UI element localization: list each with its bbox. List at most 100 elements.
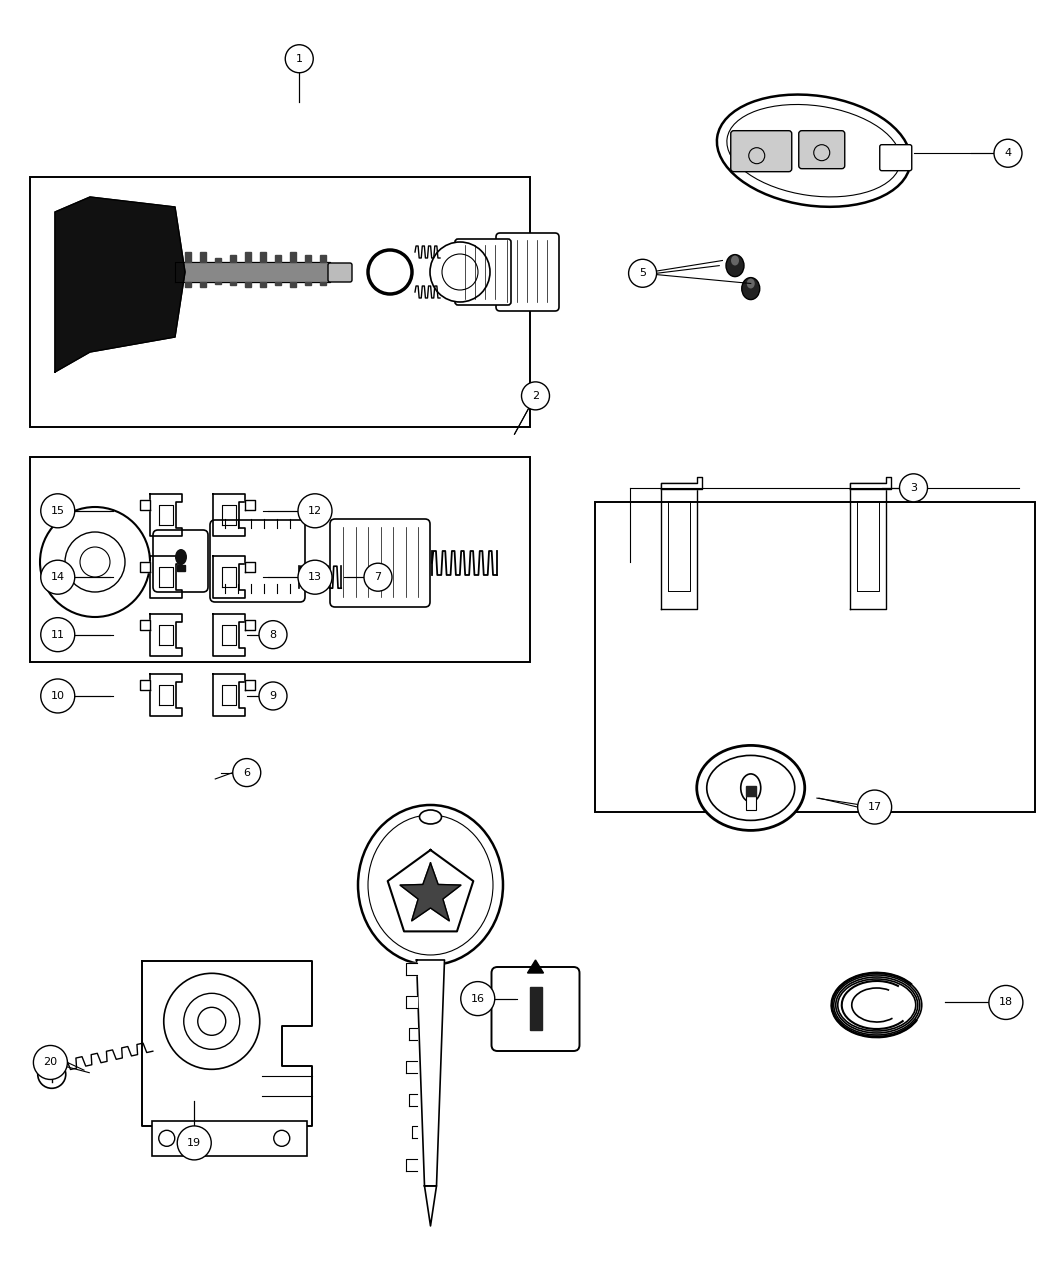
Polygon shape xyxy=(140,562,150,572)
Text: 2: 2 xyxy=(532,391,539,401)
FancyBboxPatch shape xyxy=(799,130,845,169)
Circle shape xyxy=(40,507,150,617)
Polygon shape xyxy=(140,499,150,510)
Circle shape xyxy=(286,45,313,73)
Polygon shape xyxy=(290,282,296,287)
Ellipse shape xyxy=(175,549,187,564)
Text: 14: 14 xyxy=(50,572,65,582)
Polygon shape xyxy=(529,987,542,1031)
Polygon shape xyxy=(320,258,326,262)
Circle shape xyxy=(41,561,75,594)
Polygon shape xyxy=(408,1028,417,1041)
Circle shape xyxy=(430,243,490,301)
Polygon shape xyxy=(140,619,150,630)
Text: 8: 8 xyxy=(270,630,276,640)
Polygon shape xyxy=(260,252,266,262)
Polygon shape xyxy=(417,960,444,1186)
Bar xyxy=(746,796,756,810)
Ellipse shape xyxy=(420,810,441,824)
Circle shape xyxy=(184,994,239,1050)
Text: 11: 11 xyxy=(50,630,65,640)
Circle shape xyxy=(629,259,656,287)
Polygon shape xyxy=(177,564,185,571)
Bar xyxy=(30,178,530,427)
Polygon shape xyxy=(387,850,474,931)
Circle shape xyxy=(522,382,549,410)
Text: 16: 16 xyxy=(470,994,485,1004)
Circle shape xyxy=(177,1126,211,1160)
Polygon shape xyxy=(405,996,417,1008)
Polygon shape xyxy=(230,255,236,262)
Text: 6: 6 xyxy=(244,767,250,778)
Polygon shape xyxy=(260,282,266,287)
FancyBboxPatch shape xyxy=(880,144,911,171)
Text: 15: 15 xyxy=(50,506,65,516)
Circle shape xyxy=(364,563,392,591)
Circle shape xyxy=(197,1008,226,1036)
Ellipse shape xyxy=(740,774,761,802)
Circle shape xyxy=(461,982,495,1015)
Polygon shape xyxy=(55,197,185,372)
Ellipse shape xyxy=(741,277,760,300)
Text: 3: 3 xyxy=(910,483,917,493)
Ellipse shape xyxy=(726,254,744,277)
Polygon shape xyxy=(245,562,255,572)
Bar xyxy=(152,1121,307,1156)
Text: 19: 19 xyxy=(187,1138,202,1148)
FancyBboxPatch shape xyxy=(496,232,559,312)
Text: 10: 10 xyxy=(50,691,65,701)
FancyBboxPatch shape xyxy=(210,520,304,601)
Polygon shape xyxy=(140,679,150,690)
Polygon shape xyxy=(185,255,191,262)
Circle shape xyxy=(989,986,1023,1019)
Ellipse shape xyxy=(717,94,910,207)
FancyBboxPatch shape xyxy=(328,263,352,282)
Text: 13: 13 xyxy=(308,572,322,582)
Ellipse shape xyxy=(731,255,739,266)
Text: 9: 9 xyxy=(270,691,276,701)
Polygon shape xyxy=(527,960,544,973)
Ellipse shape xyxy=(358,805,503,965)
Circle shape xyxy=(65,533,125,593)
Polygon shape xyxy=(275,282,281,287)
Circle shape xyxy=(259,682,287,710)
Polygon shape xyxy=(424,1186,437,1226)
Polygon shape xyxy=(290,252,296,262)
Polygon shape xyxy=(405,1061,417,1073)
Polygon shape xyxy=(400,863,461,921)
Ellipse shape xyxy=(707,756,795,820)
Polygon shape xyxy=(200,282,206,285)
Circle shape xyxy=(298,561,332,594)
Text: 20: 20 xyxy=(43,1057,58,1068)
Polygon shape xyxy=(175,262,330,282)
Circle shape xyxy=(41,494,75,527)
Ellipse shape xyxy=(747,278,755,289)
Bar xyxy=(595,502,1035,812)
Circle shape xyxy=(41,679,75,713)
Text: 17: 17 xyxy=(867,802,882,812)
Circle shape xyxy=(858,790,891,824)
Polygon shape xyxy=(245,499,255,510)
Circle shape xyxy=(900,474,927,502)
Text: 4: 4 xyxy=(1005,148,1011,158)
Polygon shape xyxy=(245,282,251,285)
Polygon shape xyxy=(215,258,220,262)
Circle shape xyxy=(38,1060,66,1088)
Circle shape xyxy=(164,973,259,1069)
FancyBboxPatch shape xyxy=(153,530,208,593)
Circle shape xyxy=(259,621,287,649)
Polygon shape xyxy=(230,282,236,285)
Polygon shape xyxy=(849,478,890,489)
Circle shape xyxy=(994,139,1022,167)
Polygon shape xyxy=(405,1093,417,1106)
Polygon shape xyxy=(304,258,311,262)
Polygon shape xyxy=(185,282,191,285)
Polygon shape xyxy=(275,252,281,262)
Circle shape xyxy=(41,618,75,651)
Circle shape xyxy=(298,494,332,527)
Circle shape xyxy=(80,547,110,577)
FancyBboxPatch shape xyxy=(731,130,792,171)
Polygon shape xyxy=(320,282,326,283)
Circle shape xyxy=(34,1046,67,1079)
Polygon shape xyxy=(405,1126,417,1138)
